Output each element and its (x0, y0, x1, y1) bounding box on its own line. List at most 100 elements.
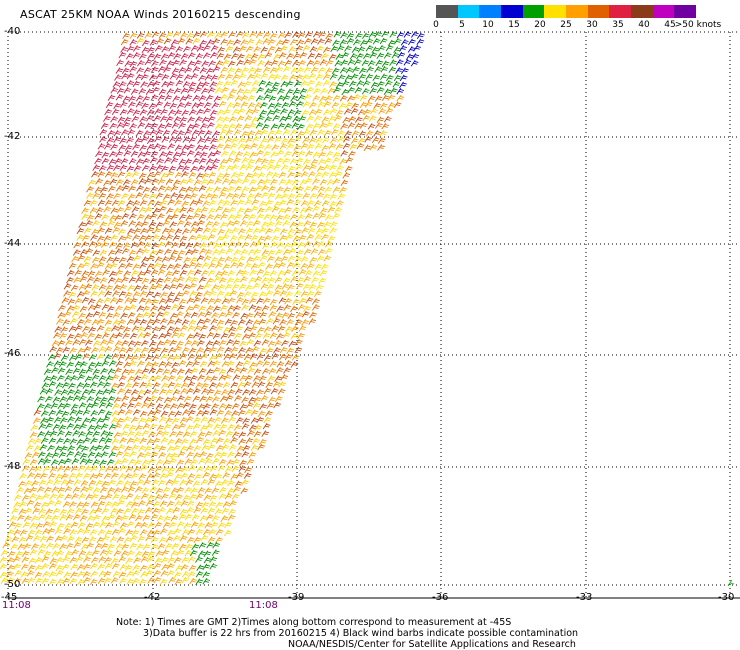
wind-barb (181, 109, 190, 117)
wind-barb (218, 458, 227, 466)
wind-barb (163, 423, 172, 430)
wind-barb (105, 402, 114, 409)
wind-barb (192, 387, 201, 395)
wind-barb (305, 206, 313, 213)
wind-barb (119, 437, 127, 444)
wind-barb (196, 81, 205, 89)
wind-barb (335, 53, 344, 60)
wind-barb (206, 388, 215, 396)
wind-barb (60, 354, 69, 362)
wind-barb (276, 149, 285, 157)
wind-barb (323, 221, 332, 228)
wind-barb (103, 115, 111, 122)
wind-barb (171, 303, 179, 311)
wind-barb (307, 227, 316, 234)
wind-barb (122, 451, 130, 459)
wind-barb (117, 324, 126, 332)
wind-barb (236, 207, 245, 214)
wind-barb (242, 333, 250, 340)
wind-barb (257, 178, 265, 186)
wind-barb (158, 451, 166, 459)
wind-barb (130, 534, 138, 542)
wind-barb (266, 109, 275, 117)
wind-barb (303, 66, 312, 73)
wind-barb (81, 536, 90, 544)
wind-barb (63, 437, 71, 445)
wind-barb (115, 242, 124, 250)
wind-barb (200, 507, 209, 514)
lon-label: -36 (432, 592, 449, 603)
wind-barb (162, 403, 171, 410)
wind-barb (108, 158, 117, 166)
wind-barb (196, 564, 205, 571)
wind-barb (186, 178, 194, 185)
wind-barb (364, 101, 373, 108)
wind-barb (109, 214, 118, 222)
wind-barb (47, 444, 55, 452)
wind-barb (335, 109, 344, 117)
wind-barb (217, 228, 226, 236)
wind-barb (132, 263, 141, 270)
wind-barb (150, 269, 159, 276)
wind-barb (248, 213, 257, 221)
wind-barb (219, 221, 228, 229)
wind-barb (122, 242, 131, 249)
wind-barb (69, 347, 77, 354)
wind-barb (193, 445, 202, 452)
wind-barb (239, 374, 248, 382)
wind-barb (119, 563, 128, 571)
wind-barb (94, 186, 103, 194)
wind-barb (289, 74, 297, 81)
wind-barb (124, 445, 132, 452)
wind-barb (133, 318, 142, 325)
wind-barb (308, 109, 317, 116)
time-label: 11:08 (2, 600, 31, 611)
wind-barb (153, 143, 162, 150)
wind-barb (267, 375, 276, 382)
wind-barb (198, 305, 207, 312)
wind-barb (212, 541, 221, 549)
wind-barb (358, 130, 367, 138)
wind-barb (141, 367, 150, 375)
wind-barb (171, 122, 180, 129)
wind-barb (283, 242, 292, 249)
wind-barb (253, 396, 262, 403)
wind-barb (300, 290, 309, 298)
wind-barb (128, 101, 136, 108)
wind-barb (314, 52, 323, 60)
wind-barb (138, 500, 146, 507)
wind-barb (115, 360, 124, 368)
wind-barb (241, 241, 250, 249)
wind-barb (222, 263, 231, 270)
wind-barb (24, 480, 33, 487)
wind-barb (262, 368, 270, 375)
wind-barb (371, 46, 380, 54)
wind-barb (207, 31, 215, 38)
wind-barb (152, 529, 161, 537)
wind-barb (145, 534, 153, 542)
wind-barb (257, 235, 266, 243)
wind-barb (104, 170, 113, 178)
wind-barb (182, 283, 191, 291)
wind-barb (160, 115, 168, 123)
wind-barb (47, 499, 55, 507)
wind-barb (205, 94, 214, 102)
wind-barb (241, 130, 249, 138)
wind-barb (66, 333, 75, 341)
wind-barb (346, 37, 355, 45)
wind-barb (137, 389, 146, 396)
wind-barb (175, 430, 184, 438)
wind-barb (67, 298, 76, 305)
wind-barb (217, 464, 226, 472)
wind-barb (75, 556, 84, 563)
wind-barb (169, 457, 177, 465)
wind-barb (170, 452, 179, 459)
wind-barb (167, 227, 176, 235)
wind-barb (137, 332, 146, 339)
wind-barb (209, 408, 218, 416)
wind-barb (156, 311, 164, 318)
wind-barb (206, 305, 214, 312)
wind-barb (198, 542, 207, 549)
wind-barb (66, 395, 74, 402)
wind-barb (63, 402, 71, 410)
